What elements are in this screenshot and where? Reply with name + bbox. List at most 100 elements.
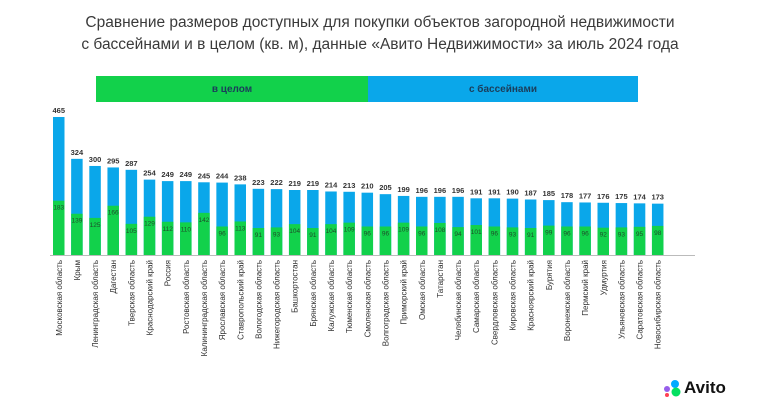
- x-tick-label: Красноярский край: [527, 260, 536, 331]
- bar-total: [651, 225, 664, 255]
- data-label-total: 95: [636, 231, 644, 238]
- x-tick-label: Калининградская область: [200, 260, 209, 356]
- data-label-total: 96: [563, 231, 571, 238]
- bar-total: [125, 223, 138, 255]
- bar-total: [216, 226, 228, 255]
- data-label-pools: 173: [651, 193, 664, 202]
- x-tick-label: Воронежская область: [563, 260, 572, 341]
- data-label-total: 166: [108, 210, 119, 217]
- x-tick-label: Челябинская область: [454, 260, 463, 340]
- data-label-pools: 178: [561, 191, 574, 200]
- bar-pools: [89, 165, 101, 255]
- legend: в целом с бассейнами: [96, 76, 638, 102]
- bar-pools: [234, 184, 246, 255]
- data-label-total: 96: [491, 231, 499, 238]
- bar-total: [524, 227, 537, 255]
- bar-total: [343, 222, 355, 255]
- data-label-pools: 324: [71, 148, 84, 157]
- data-label-total: 96: [581, 231, 589, 238]
- data-label-pools: 223: [252, 178, 265, 187]
- avito-logo: Avito: [662, 378, 726, 398]
- x-tick-label: Омская область: [418, 260, 427, 320]
- bar-pools: [307, 190, 319, 255]
- bar-total: [506, 227, 519, 255]
- x-tick-label: Ленинградская область: [91, 260, 100, 348]
- data-label-pools: 465: [52, 106, 65, 115]
- data-label-total: 96: [218, 231, 226, 238]
- data-label-total: 91: [255, 232, 263, 239]
- chart-title-line-1: Сравнение размеров доступных для покупки…: [85, 14, 675, 31]
- bar-pools: [270, 189, 283, 255]
- data-label-total: 109: [398, 227, 409, 234]
- bar-pools: [361, 192, 374, 255]
- data-label-pools: 187: [524, 189, 537, 198]
- data-label-total: 98: [654, 230, 662, 237]
- bar-total: [161, 221, 174, 255]
- bar-total: [561, 226, 573, 255]
- x-tick-label: Татарстан: [436, 260, 445, 298]
- bar-total: [307, 227, 319, 255]
- bar-total: [633, 226, 646, 255]
- bar-total: [107, 205, 119, 255]
- bar-total: [288, 224, 301, 255]
- data-label-total: 101: [471, 229, 482, 236]
- x-tick-label: Вологодская область: [254, 260, 263, 339]
- bar-pools: [252, 188, 265, 255]
- data-label-pools: 214: [325, 180, 338, 189]
- x-tick-label: Удмуртия: [599, 260, 608, 295]
- data-label-pools: 185: [543, 189, 556, 198]
- data-label-total: 113: [235, 225, 246, 232]
- data-label-pools: 295: [107, 156, 120, 165]
- data-label-total: 93: [273, 231, 281, 238]
- bar-total: [543, 225, 555, 255]
- bar-total: [361, 226, 374, 255]
- data-label-total: 96: [418, 231, 426, 238]
- bar-pools: [53, 117, 65, 255]
- bar-pools: [288, 190, 301, 255]
- data-label-pools: 196: [452, 186, 465, 195]
- bar-pools: [216, 182, 228, 255]
- bar-pools: [416, 196, 428, 255]
- x-tick-label: Башкортостан: [291, 260, 300, 313]
- bar-total: [53, 200, 65, 255]
- x-tick-label: Кировская область: [509, 260, 518, 331]
- x-tick-label: Дагестан: [109, 260, 118, 294]
- x-tick-label: Калужская область: [327, 260, 336, 332]
- bar-total: [615, 227, 628, 255]
- data-label-pools: 222: [270, 178, 283, 187]
- data-label-total: 110: [181, 226, 192, 233]
- data-label-total: 96: [364, 231, 372, 238]
- bar-total: [597, 227, 609, 255]
- avito-dots-icon: [664, 380, 681, 397]
- x-tick-label: Ростовская область: [182, 260, 191, 334]
- data-label-total: 183: [53, 205, 64, 212]
- bar-total: [252, 227, 265, 255]
- bar-total: [452, 227, 464, 255]
- bar-total: [180, 222, 192, 255]
- avito-logo-text: Avito: [684, 378, 726, 397]
- bar-total: [579, 226, 591, 255]
- data-label-pools: 191: [488, 187, 501, 196]
- data-label-pools: 177: [579, 191, 592, 200]
- bar-pools: [71, 158, 83, 255]
- bar-total: [89, 217, 101, 255]
- data-label-pools: 205: [379, 183, 392, 192]
- x-tick-label: Самарская область: [472, 260, 481, 333]
- data-label-pools: 196: [434, 186, 447, 195]
- x-tick-label: Тюменская область: [345, 260, 354, 333]
- data-label-total: 99: [545, 230, 553, 237]
- bar-total: [416, 226, 428, 255]
- bar-total: [198, 212, 210, 255]
- data-label-total: 94: [454, 231, 462, 238]
- bar-pools: [452, 196, 464, 255]
- bar-pools: [125, 169, 138, 255]
- data-label-total: 125: [90, 222, 101, 229]
- x-tick-label: Приморский край: [400, 260, 409, 325]
- data-label-total: 139: [71, 218, 82, 225]
- data-label-total: 104: [326, 228, 337, 235]
- x-tick-label: Смоленская область: [363, 260, 372, 337]
- bar-pools: [161, 181, 174, 255]
- bar-pools: [379, 194, 392, 255]
- chart-title: Сравнение размеров доступных для покупки…: [40, 12, 720, 56]
- data-label-pools: 300: [89, 155, 102, 164]
